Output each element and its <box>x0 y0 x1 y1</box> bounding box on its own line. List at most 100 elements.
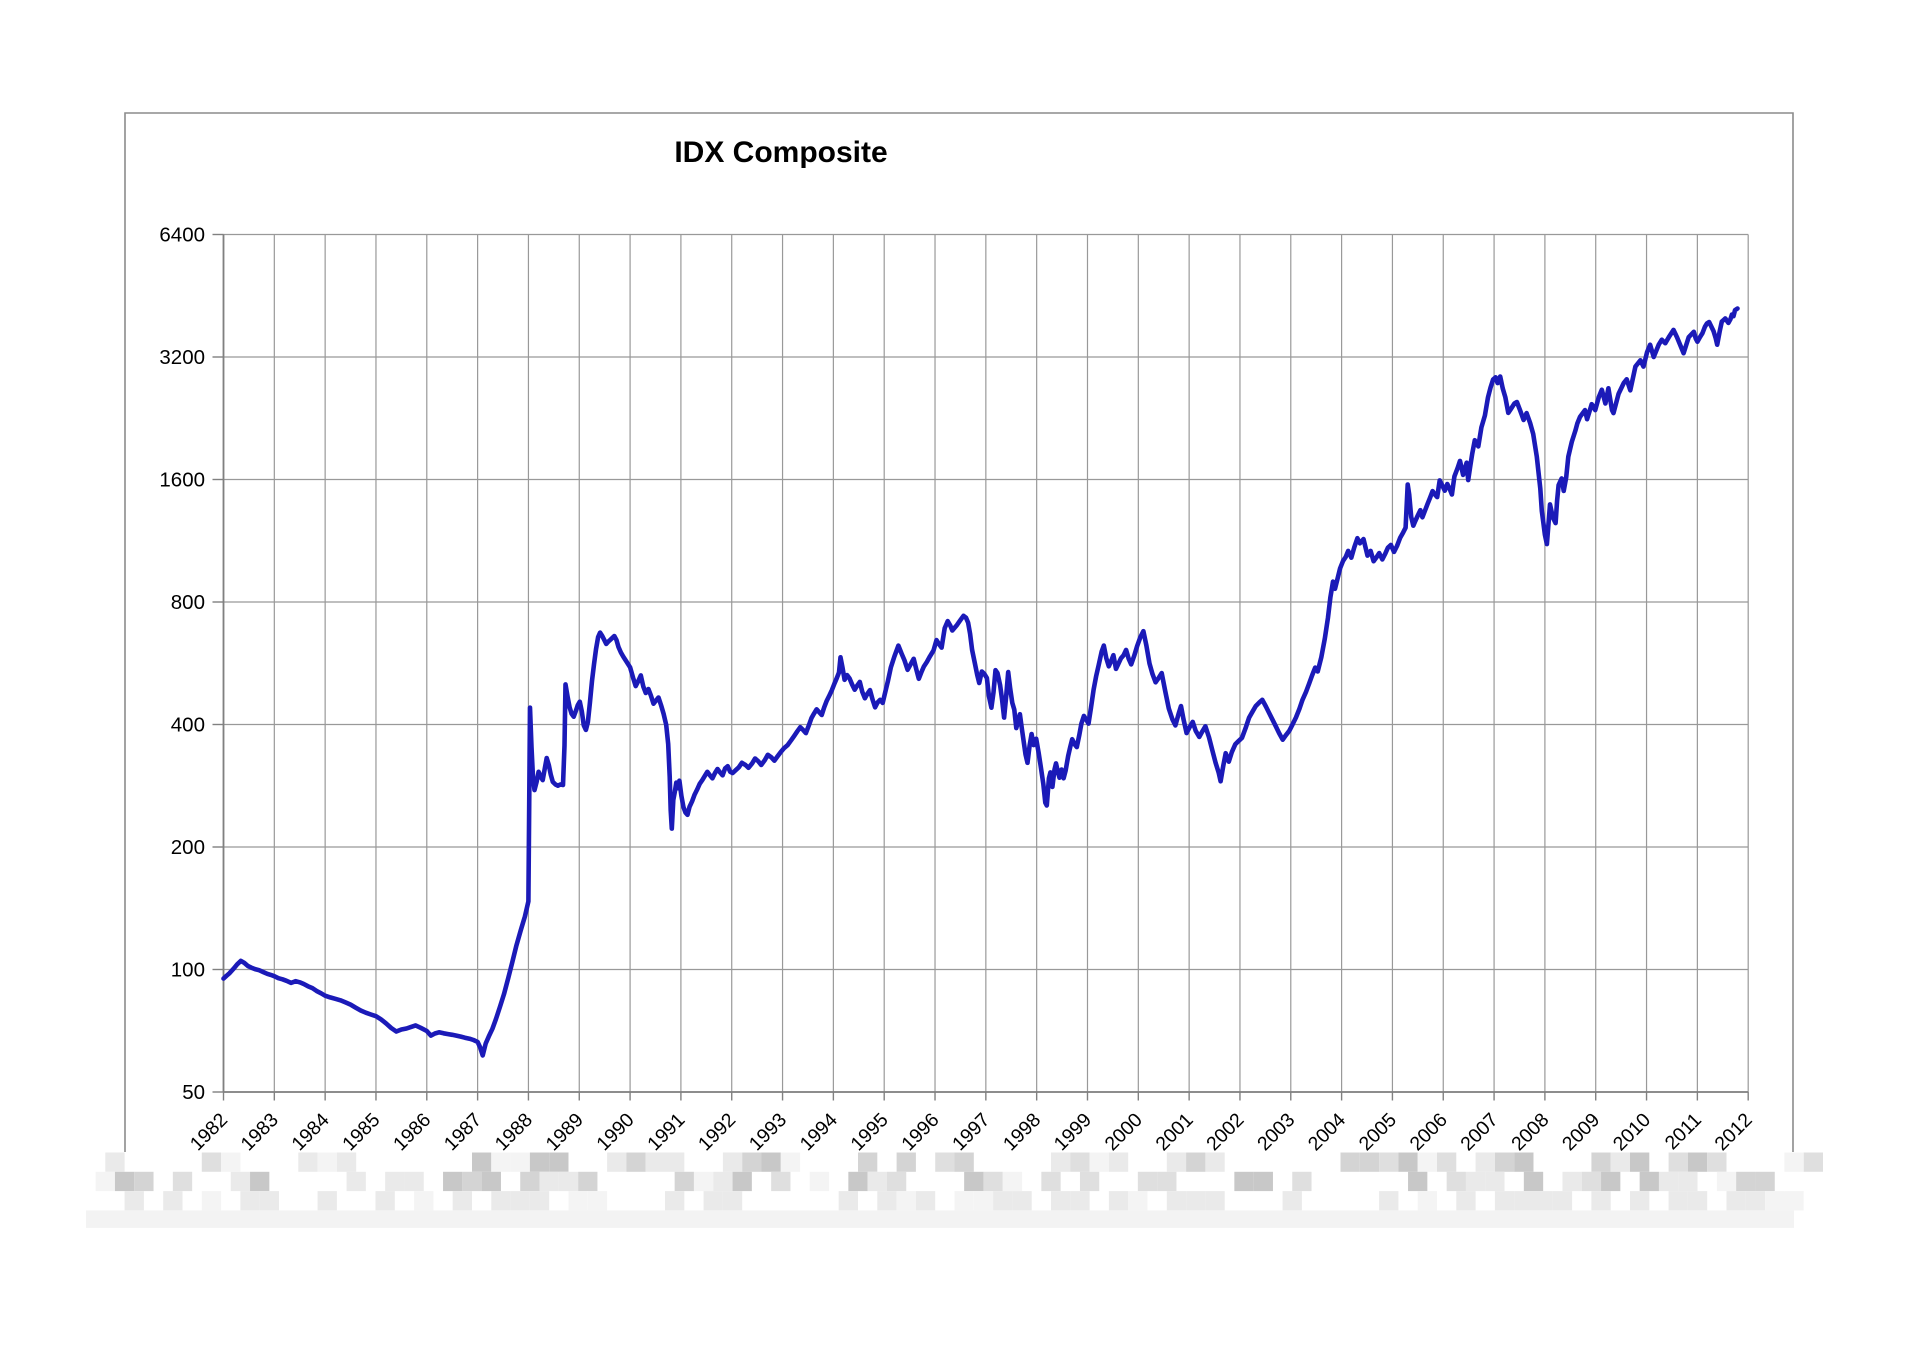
mosaic-cell <box>1630 1191 1650 1211</box>
mosaic-cell <box>886 1171 907 1192</box>
mosaic-cell <box>742 1152 762 1172</box>
mosaic-cell <box>1379 1152 1399 1172</box>
mosaic-cell <box>693 1171 714 1192</box>
mosaic-cell <box>1446 1171 1466 1192</box>
mosaic-cell <box>539 1171 559 1192</box>
mosaic-cell <box>1475 1152 1495 1172</box>
mosaic-cell <box>1533 1191 1553 1211</box>
chart-title: IDX Composite <box>674 136 887 169</box>
mosaic-cell <box>1514 1191 1534 1211</box>
mosaic-cell <box>858 1152 878 1172</box>
mosaic-cell <box>1379 1191 1399 1211</box>
mosaic-cell <box>896 1152 916 1172</box>
mosaic-cell <box>1716 1171 1737 1192</box>
mosaic-cell <box>1089 1152 1109 1172</box>
mosaic-cell <box>1051 1191 1071 1211</box>
mosaic-cell <box>674 1171 694 1192</box>
mosaic-cell <box>761 1152 781 1172</box>
chart-border <box>124 112 1794 1152</box>
mosaic-cell <box>848 1171 868 1192</box>
mosaic-cell <box>1340 1152 1360 1172</box>
series-group <box>221 306 1740 1058</box>
mosaic-cell <box>1581 1171 1602 1192</box>
mosaic-cell <box>1157 1171 1177 1192</box>
mosaic-cell <box>1687 1191 1708 1211</box>
mosaic-cell <box>1051 1152 1071 1172</box>
mosaic-cell <box>1205 1191 1225 1211</box>
mosaic-cell <box>1253 1171 1273 1192</box>
mosaic-strip <box>86 1210 1794 1228</box>
mosaic-cell <box>105 1152 125 1172</box>
mosaic-cell <box>1234 1171 1254 1192</box>
mosaic-cell <box>1282 1191 1302 1211</box>
mosaic-cell <box>1494 1191 1515 1211</box>
mosaic-cell <box>259 1191 279 1211</box>
mosaic-cell <box>201 1191 222 1211</box>
mosaic-cell <box>1784 1152 1804 1172</box>
y-tick-label: 200 <box>171 836 205 859</box>
mosaic-cell <box>201 1152 222 1172</box>
mosaic-cell <box>1041 1171 1061 1192</box>
mosaic-cell <box>1562 1171 1582 1192</box>
mosaic-cell <box>732 1171 752 1192</box>
mosaic-cell <box>1359 1152 1380 1172</box>
mosaic-cell <box>472 1152 492 1172</box>
mosaic-cell <box>993 1191 1013 1211</box>
mosaic-cell <box>722 1152 743 1172</box>
mosaic-cell <box>1398 1152 1418 1172</box>
mosaic-cell <box>964 1171 984 1192</box>
mosaic-cell <box>230 1171 251 1192</box>
mosaic-cell <box>172 1171 193 1192</box>
mosaic-cell <box>1668 1191 1688 1211</box>
mosaic-cell <box>1128 1191 1148 1211</box>
mosaic-cell <box>771 1171 791 1192</box>
mosaic-cell <box>1437 1152 1457 1172</box>
mosaic-cell <box>645 1152 665 1172</box>
mosaic-cell <box>375 1191 395 1211</box>
mosaic-cell <box>1552 1191 1573 1211</box>
mosaic-cell <box>780 1152 801 1172</box>
mosaic-cell <box>1726 1191 1746 1211</box>
mosaic-cell <box>1658 1171 1679 1192</box>
mosaic-cell <box>1417 1152 1437 1172</box>
mosaic-cell <box>1784 1191 1804 1211</box>
mosaic-cell <box>935 1152 955 1172</box>
mosaic-cell <box>481 1171 501 1192</box>
mosaic-cell <box>568 1191 588 1211</box>
mosaic-cell <box>1079 1171 1100 1192</box>
mosaic-cell <box>529 1152 550 1172</box>
mosaic-cell <box>250 1171 270 1192</box>
mosaic-cell <box>1417 1191 1437 1211</box>
mosaic-cell <box>1494 1152 1515 1172</box>
mosaic-cell <box>1002 1171 1023 1192</box>
y-tick-label: 400 <box>171 714 205 737</box>
mosaic-cell <box>163 1191 183 1211</box>
y-tick-label: 50 <box>182 1081 205 1104</box>
mosaic-cell <box>240 1191 260 1211</box>
mosaic-cell <box>520 1171 540 1192</box>
mosaic-cell <box>1514 1152 1534 1172</box>
mosaic-cell <box>983 1171 1003 1192</box>
mosaic-cell <box>317 1191 337 1211</box>
mosaic-cell <box>491 1152 511 1172</box>
y-tick-label: 6400 <box>159 224 205 247</box>
mosaic-cell <box>703 1191 723 1211</box>
mosaic-cell <box>462 1171 482 1192</box>
mosaic-cell <box>298 1152 318 1172</box>
mosaic-cell <box>1292 1171 1312 1192</box>
mosaic-cell <box>1408 1171 1428 1192</box>
mosaic-cell <box>491 1191 511 1211</box>
mosaic-cell <box>867 1171 887 1192</box>
mosaic-cell <box>1591 1152 1611 1172</box>
mosaic-cell <box>134 1171 154 1192</box>
mosaic-cell <box>665 1191 685 1211</box>
mosaic-cell <box>1186 1152 1206 1172</box>
mosaic-cell <box>1166 1152 1187 1172</box>
mosaic-cell <box>1070 1191 1090 1211</box>
mosaic-cell <box>954 1191 974 1211</box>
mosaic-cell <box>665 1152 685 1172</box>
mosaic-cell <box>1070 1152 1090 1172</box>
